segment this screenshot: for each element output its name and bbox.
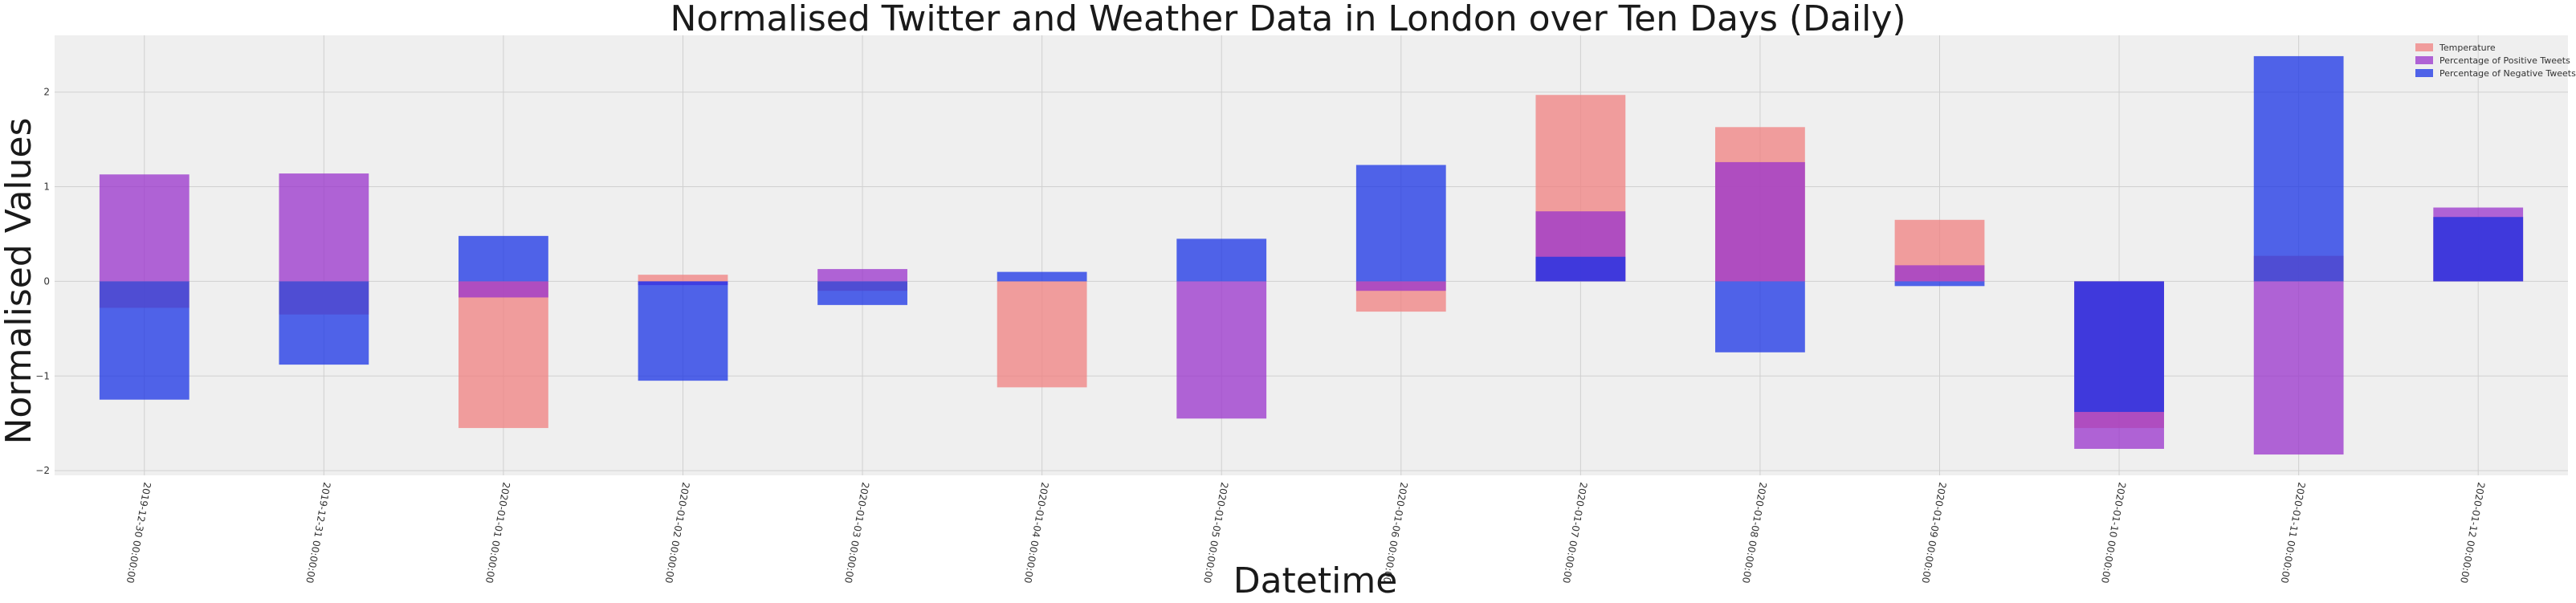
bar: [1176, 238, 1267, 282]
bar: [459, 235, 548, 282]
y-axis-label: Normalised Values: [0, 117, 39, 444]
x-tick-label: 2020-01-11 00:00:00: [2279, 481, 2308, 584]
x-axis-label: Datetime: [1233, 560, 1398, 601]
bar: [1715, 161, 1805, 282]
bar: [817, 281, 907, 305]
x-tick-label: 2020-01-02 00:00:00: [662, 481, 691, 584]
y-tick-label: 0: [43, 275, 50, 287]
x-tick-label: 2019-12-30 00:00:00: [124, 481, 153, 584]
bars: [99, 55, 2524, 455]
legend-swatch: [2415, 43, 2433, 51]
bar: [99, 281, 190, 400]
bar: [817, 269, 907, 282]
chart-title: Normalised Twitter and Weather Data in L…: [670, 0, 1906, 39]
bar: [279, 173, 369, 282]
x-tick-label: 2020-01-04 00:00:00: [1022, 481, 1051, 584]
x-tick-label: 2019-12-31 00:00:00: [304, 481, 332, 584]
bar: [1176, 281, 1267, 419]
y-tick-label: 2: [43, 87, 50, 98]
bar: [1355, 281, 1446, 291]
bar: [1535, 256, 1626, 282]
x-tick-label: 2020-01-10 00:00:00: [2099, 481, 2128, 584]
legend-swatch: [2415, 69, 2433, 77]
x-tick-label: 2020-01-12 00:00:00: [2458, 481, 2487, 584]
legend-label: Temperature: [2439, 43, 2496, 53]
x-tick-label: 2020-01-03 00:00:00: [842, 481, 871, 584]
bar: [2253, 55, 2344, 282]
bar: [1355, 165, 1446, 282]
bar: [1894, 265, 1985, 282]
bar: [638, 281, 728, 381]
y-tick-label: −2: [35, 465, 50, 476]
x-tick-label: 2020-01-05 00:00:00: [1201, 481, 1230, 584]
x-tick-label: 2020-01-01 00:00:00: [483, 481, 512, 584]
bar: [638, 275, 728, 282]
legend-label: Percentage of Negative Tweets: [2439, 68, 2576, 79]
bar: [279, 281, 369, 365]
legend-swatch: [2415, 56, 2433, 64]
bar: [2074, 281, 2164, 413]
bar: [1715, 281, 1805, 352]
y-tick-label: 1: [43, 181, 50, 193]
x-tick-label: 2020-01-09 00:00:00: [1919, 481, 1948, 584]
bar: [2433, 217, 2524, 282]
bar: [1894, 281, 1985, 287]
legend-label: Percentage of Positive Tweets: [2439, 55, 2570, 66]
bar: [459, 281, 548, 429]
bar: [2253, 281, 2344, 455]
plot-background: [55, 35, 2568, 475]
bar: [99, 174, 190, 282]
y-ticks: −2 −1 0 1 2: [35, 87, 50, 476]
bar: [997, 281, 1087, 388]
bar: [997, 271, 1087, 282]
x-tick-label: 2020-01-07 00:00:00: [1560, 481, 1589, 584]
x-tick-label: 2020-01-08 00:00:00: [1740, 481, 1769, 584]
y-tick-label: −1: [35, 370, 50, 381]
bar: [459, 281, 548, 298]
legend: Temperature Percentage of Positive Tweets…: [2415, 43, 2576, 79]
